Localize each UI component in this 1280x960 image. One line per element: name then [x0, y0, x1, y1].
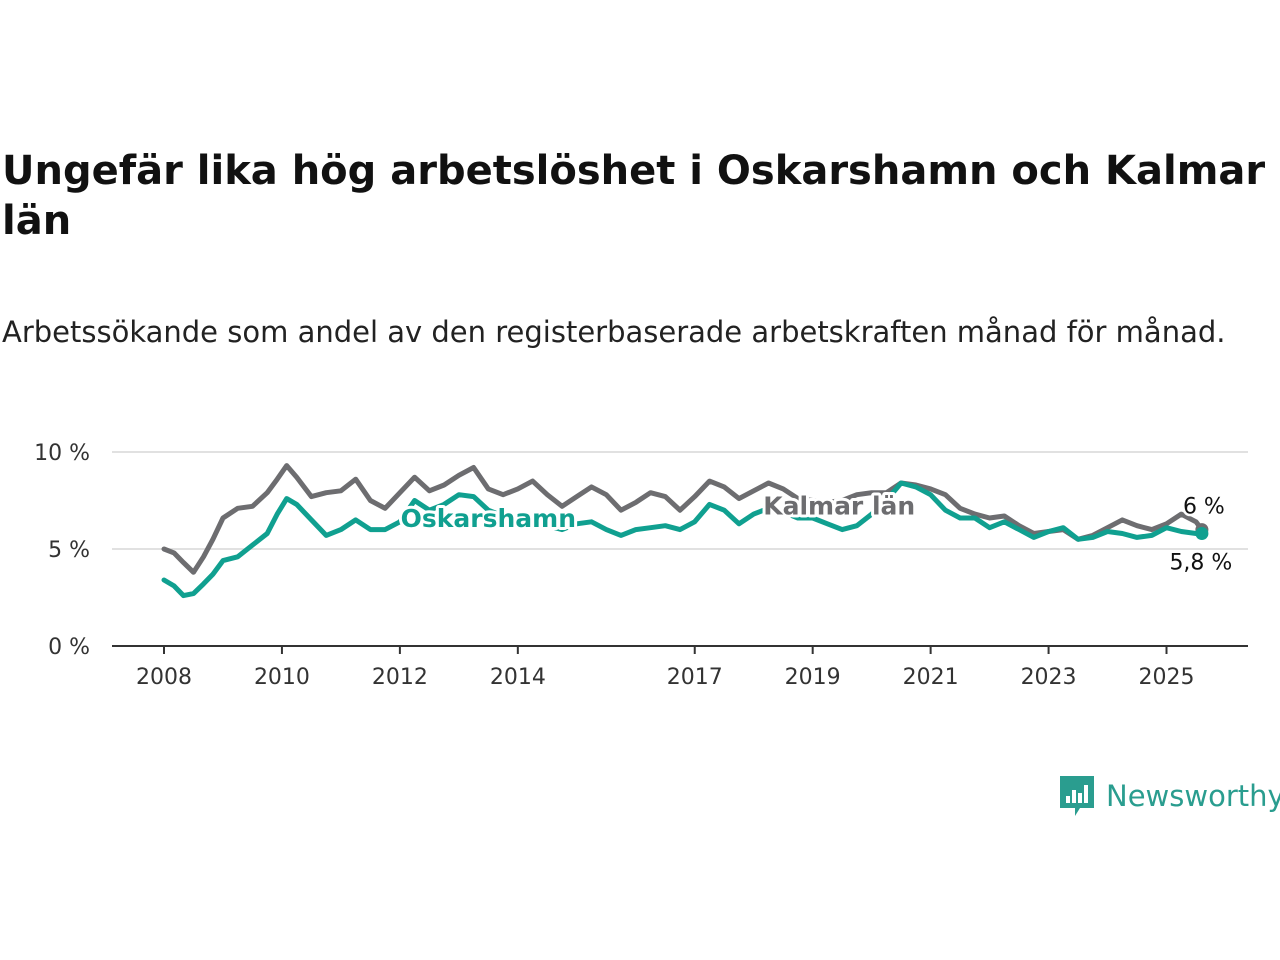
- x-tick-label: 2025: [1139, 665, 1195, 690]
- chart-title: Ungefär lika hög arbetslöshet i Oskarsha…: [2, 148, 1266, 244]
- series-end-dot-oskarshamn: [1195, 526, 1209, 540]
- x-tick-label: 2023: [1021, 665, 1077, 690]
- series-label-oskarshamn: Oskarshamn: [401, 504, 576, 533]
- y-tick-label: 5 %: [48, 538, 90, 563]
- x-tick-label: 2021: [903, 665, 959, 690]
- newsworthy-bar-chart-icon: [1060, 776, 1094, 816]
- end-value-label-kalmar: 6 %: [1183, 495, 1225, 520]
- gridlines: [112, 451, 1248, 550]
- x-tick-label: 2008: [136, 665, 192, 690]
- y-tick-label: 10 %: [34, 441, 90, 466]
- y-tick-label: 0 %: [48, 635, 90, 660]
- end-value-label-oskarshamn: 5,8 %: [1169, 550, 1232, 575]
- series-line-oskarshamn: [161, 480, 1205, 599]
- y-axis-ticks: 0 % 5 % 10 %: [34, 441, 90, 660]
- x-tick-label: 2019: [785, 665, 841, 690]
- x-tick-label: 2010: [254, 665, 310, 690]
- newsworthy-logo: Newsworthy: [1058, 774, 1280, 818]
- x-tick-label: 2012: [372, 665, 428, 690]
- series-lines: [161, 463, 1209, 599]
- series-labels: Oskarshamn Kalmar län 6 % 5,8 %: [398, 488, 1235, 578]
- series-line-kalmar-l-n: [161, 463, 1205, 575]
- series-label-kalmar-l-n: Kalmar län: [763, 491, 915, 520]
- x-tick-label: 2017: [667, 665, 723, 690]
- line-chart: 0 %5 %10 % 2008 2010 2012 2014 2017 2019 2021 2…: [34, 441, 1248, 690]
- x-tick-label: 2014: [490, 665, 546, 690]
- brand-name: Newsworthy: [1106, 779, 1280, 813]
- chart-subtitle: Arbetssökande som andel av den registerb…: [2, 315, 1226, 349]
- x-axis: 2008 2010 2012 2014 2017 2019 2021 2023 2025: [112, 645, 1248, 690]
